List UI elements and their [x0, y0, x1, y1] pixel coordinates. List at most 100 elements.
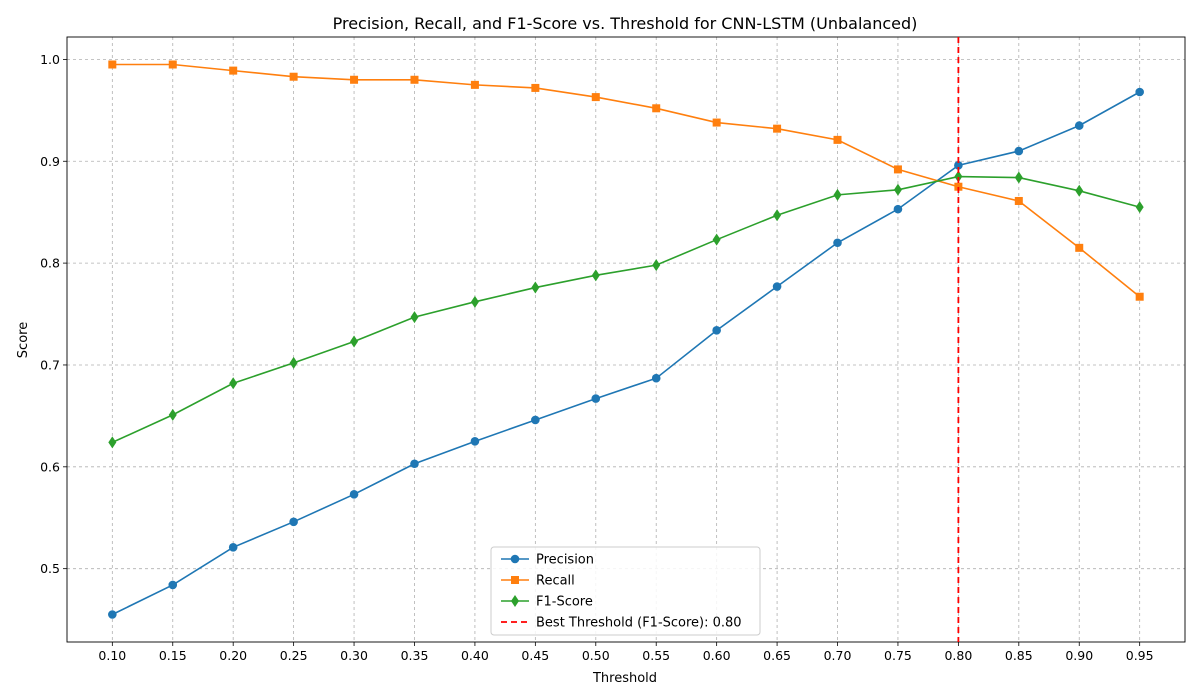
- f1-score-point: [833, 188, 842, 201]
- x-tick-label: 0.20: [219, 648, 247, 663]
- precision-point: [833, 238, 842, 248]
- f1-score-point: [773, 209, 782, 222]
- legend-box: [490, 546, 761, 636]
- legend-swatch-marker: [511, 576, 519, 584]
- recall-point: [229, 66, 238, 75]
- x-tick-label: 0.40: [461, 648, 489, 663]
- y-tick-label: 0.5: [40, 561, 60, 576]
- f1-score-point: [1075, 184, 1084, 197]
- recall-point: [833, 135, 842, 144]
- recall-point: [1014, 196, 1023, 205]
- f1-score-point: [712, 233, 721, 246]
- f1-score-point: [1135, 201, 1144, 214]
- recall-series: [108, 60, 1144, 301]
- precision-point: [651, 373, 661, 383]
- x-axis-label: Threshold: [592, 671, 657, 686]
- precision-series: [108, 87, 1144, 619]
- legend-label: F1-Score: [536, 595, 593, 610]
- recall-point: [289, 72, 298, 81]
- recall-point: [652, 104, 661, 113]
- plot-frame: [66, 36, 1186, 643]
- x-tick-label: 0.75: [884, 648, 912, 663]
- precision-point: [168, 580, 178, 590]
- legend-label: Recall: [536, 574, 575, 589]
- f1-score-point: [470, 295, 479, 308]
- legend-label: Best Threshold (F1-Score): 0.80: [536, 616, 742, 631]
- recall-point: [893, 165, 902, 174]
- x-tick-label: 0.70: [824, 648, 852, 663]
- precision-point: [410, 459, 419, 469]
- f1-score-point: [531, 281, 540, 294]
- recall-point: [350, 75, 359, 84]
- legend-item-recall: Recall: [501, 574, 575, 589]
- recall-point: [168, 60, 177, 69]
- y-tick-label: 0.6: [40, 459, 60, 474]
- legend-item-f1-score: F1-Score: [501, 595, 593, 610]
- precision-point: [289, 517, 298, 527]
- precision-point: [712, 326, 721, 335]
- f1-score-point: [168, 408, 177, 421]
- f1-score-series: [108, 170, 1144, 449]
- recall-line: [112, 63, 1141, 298]
- x-tick-label: 0.60: [703, 648, 731, 663]
- precision-line: [111, 91, 1141, 616]
- y-axis-label: Score: [16, 322, 31, 358]
- x-tick-label: 0.50: [582, 648, 610, 663]
- precision-point: [1135, 87, 1144, 97]
- x-tick-label: 0.30: [340, 648, 368, 663]
- f1-score-point: [350, 335, 359, 348]
- precision-point: [893, 204, 903, 214]
- legend-label: Precision: [536, 553, 594, 568]
- x-tick-label: 0.65: [763, 648, 791, 663]
- recall-point: [1075, 243, 1084, 252]
- precision-point: [349, 490, 359, 499]
- plot-area: [108, 37, 1144, 642]
- precision-point: [954, 161, 963, 170]
- legend-item-best-threshold-f1-score-0-80: Best Threshold (F1-Score): 0.80: [501, 616, 742, 631]
- axes: 0.10 0.15 0.20 0.25 0.30 0.35 0.40 0.45 0.50 0.55…: [40, 36, 1186, 663]
- x-tick-label: 0.45: [521, 648, 549, 663]
- recall-point: [1135, 292, 1144, 301]
- x-tick-label: 0.85: [1005, 648, 1033, 663]
- legend-item-precision: Precision: [501, 553, 594, 568]
- f1-score-point: [108, 436, 117, 449]
- f1-score-point: [954, 170, 963, 183]
- x-tick-label: 0.90: [1065, 648, 1093, 663]
- legend: Precision Recall F1-Score Best Threshold (F…: [490, 546, 761, 636]
- legend-swatch-marker: [511, 595, 519, 607]
- f1-score-point: [229, 377, 238, 390]
- x-tick-label: 0.95: [1126, 648, 1154, 663]
- recall-point: [591, 93, 600, 102]
- y-tick-label: 0.7: [40, 357, 60, 372]
- x-tick-label: 0.80: [944, 648, 972, 663]
- x-tick-label: 0.10: [98, 648, 126, 663]
- precision-point: [1014, 146, 1024, 156]
- f1-score-point: [410, 311, 419, 324]
- legend-swatch-marker: [510, 554, 520, 564]
- chart-title: Precision, Recall, and F1-Score vs. Thre…: [333, 14, 918, 33]
- f1-score-point: [652, 259, 661, 272]
- f1-score-line: [111, 175, 1140, 444]
- precision-point: [772, 282, 782, 291]
- f1-score-point: [1014, 171, 1023, 184]
- recall-point: [954, 182, 963, 191]
- recall-point: [410, 75, 419, 84]
- y-tick-label: 0.9: [40, 154, 60, 169]
- x-tick-label: 0.15: [159, 648, 187, 663]
- precision-point: [470, 437, 480, 446]
- f1-score-point: [591, 269, 600, 282]
- x-tick-label: 0.25: [280, 648, 308, 663]
- precision-point: [531, 415, 540, 425]
- recall-point: [108, 60, 117, 69]
- y-tick-label: 0.8: [40, 256, 60, 271]
- precision-point: [1074, 121, 1084, 130]
- recall-point: [470, 80, 479, 89]
- precision-point: [591, 394, 601, 403]
- f1-score-point: [289, 356, 298, 369]
- recall-point: [773, 124, 782, 133]
- precision-point: [228, 542, 238, 552]
- recall-point: [531, 83, 540, 92]
- x-tick-label: 0.55: [642, 648, 670, 663]
